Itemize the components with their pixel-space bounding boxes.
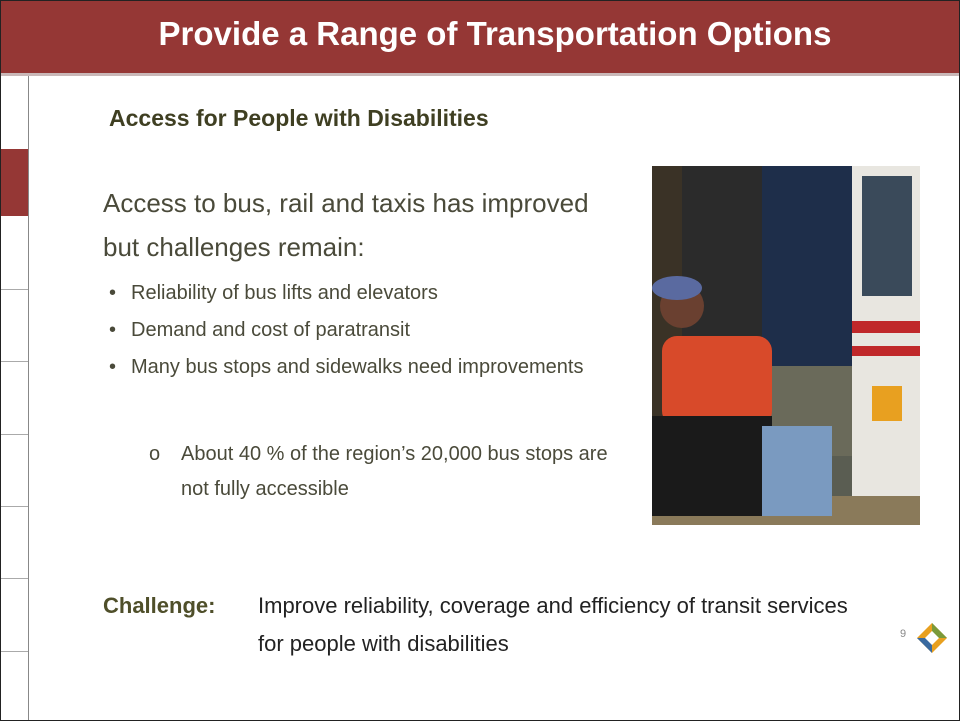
challenge-label: Challenge: (103, 587, 258, 663)
sub-bullet-list: About 40 % of the region’s 20,000 bus st… (149, 437, 619, 507)
side-tick (1, 361, 28, 362)
title-bar: Provide a Range of Transportation Option… (1, 1, 959, 76)
bullet: Demand and cost of paratransit (109, 312, 599, 349)
bullet: Many bus stops and sidewalks need improv… (109, 349, 599, 386)
subtitle: Access for People with Disabilities (109, 105, 489, 132)
side-tick (1, 434, 28, 435)
sub-bullet: About 40 % of the region’s 20,000 bus st… (149, 437, 619, 507)
side-accent (1, 149, 28, 216)
side-tick (1, 289, 28, 290)
side-tick (1, 578, 28, 579)
side-tick (1, 651, 28, 652)
side-rail (28, 76, 29, 720)
bullet-list: Reliability of bus lifts and elevators D… (109, 275, 599, 386)
page-number: 9 (900, 628, 906, 640)
photo (652, 166, 920, 525)
slide: Provide a Range of Transportation Option… (0, 0, 960, 721)
bullet: Reliability of bus lifts and elevators (109, 275, 599, 312)
challenge: Challenge: Improve reliability, coverage… (103, 587, 883, 663)
slide-title: Provide a Range of Transportation Option… (31, 15, 959, 53)
challenge-text: Improve reliability, coverage and effici… (258, 587, 858, 663)
logo (915, 621, 949, 655)
intro-text: Access to bus, rail and taxis has improv… (103, 181, 613, 269)
side-tick (1, 506, 28, 507)
